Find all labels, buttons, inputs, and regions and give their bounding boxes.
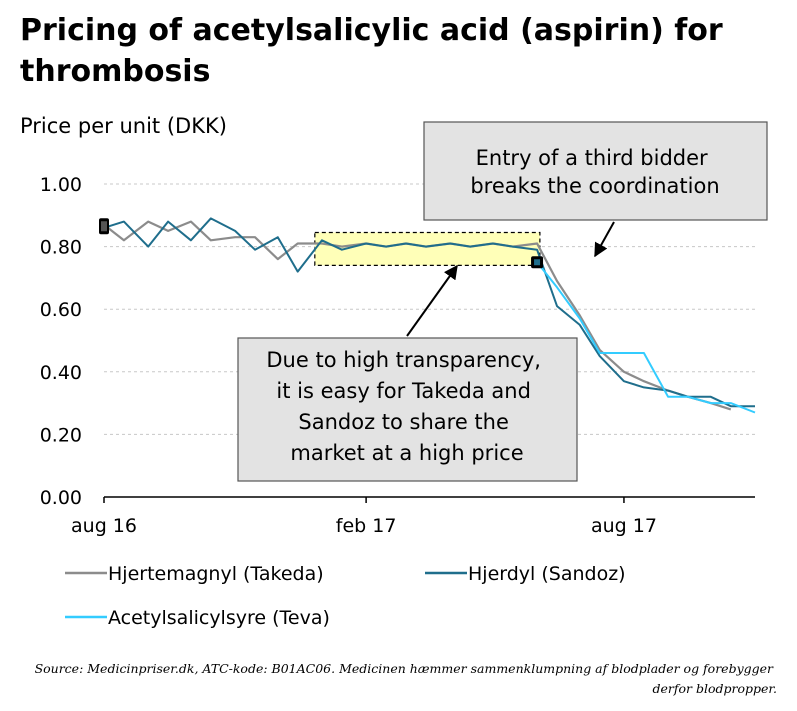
series-line-3 xyxy=(536,261,756,414)
y-tick-label: 0.20 xyxy=(40,424,82,446)
source-note: Source: Medicinpriser.dk, ATC-kode: B01A… xyxy=(35,661,777,696)
annotation-third-bidder-line: breaks the coordination xyxy=(470,174,719,198)
legend-label-3: Acetylsalicylsyre (Teva) xyxy=(108,607,330,629)
annotation-arrow-third-bidder xyxy=(594,221,615,258)
y-tick-label: 0.80 xyxy=(40,237,82,259)
legend-label-2: Hjerdyl (Sandoz) xyxy=(468,563,626,585)
series-line-2 xyxy=(103,217,755,408)
annotation-arrow-transparency xyxy=(406,264,458,337)
y-tick-label: 0.00 xyxy=(40,487,82,509)
y-tick-label: 1.00 xyxy=(40,174,82,196)
source-note-line: Source: Medicinpriser.dk, ATC-kode: B01A… xyxy=(35,661,774,676)
annotation-third-bidder: Entry of a third bidder breaks the coord… xyxy=(470,146,719,198)
y-axis-label: Price per unit (DKK) xyxy=(20,114,227,138)
annotation-box-transparency xyxy=(237,337,578,482)
x-tick-labels: aug 16 feb 17 aug 17 xyxy=(71,515,657,537)
annotation-box-third-bidder xyxy=(423,121,768,221)
break-point-marker-inner xyxy=(534,259,541,266)
y-tick-label: 0.40 xyxy=(40,362,82,384)
annotation-transparency: Due to high transparency, it is easy for… xyxy=(266,348,547,465)
x-tick-label: aug 16 xyxy=(71,515,137,537)
annotation-third-bidder-line: Entry of a third bidder xyxy=(476,146,708,170)
annotation-transparency-line: Due to high transparency, xyxy=(266,348,541,372)
chart-title-line-1: Pricing of acetylsalicylic acid (aspirin… xyxy=(20,13,723,48)
y-tick-label: 0.60 xyxy=(40,299,82,321)
annotation-transparency-line: market at a high price xyxy=(290,441,523,465)
legend: Hjertemagnyl (Takeda) Hjerdyl (Sandoz) Ace… xyxy=(65,563,626,629)
chart-title: Pricing of acetylsalicylic acid (aspirin… xyxy=(20,13,733,89)
chart-title-line-2: thrombosis xyxy=(20,54,210,89)
start-point-marker-inner xyxy=(101,221,107,232)
x-tick-label: aug 17 xyxy=(591,515,657,537)
y-tick-labels: 0.00 0.20 0.40 0.60 0.80 1.00 xyxy=(40,174,82,509)
source-note-line: derfor blodpropper. xyxy=(653,681,777,696)
legend-label-1: Hjertemagnyl (Takeda) xyxy=(108,563,324,585)
x-axis xyxy=(103,496,755,503)
annotation-transparency-line: Sandoz to share the xyxy=(298,410,509,434)
x-tick-label: feb 17 xyxy=(336,515,397,537)
annotation-transparency-line: it is easy for Takeda and xyxy=(276,379,531,403)
series-lines xyxy=(103,217,756,414)
